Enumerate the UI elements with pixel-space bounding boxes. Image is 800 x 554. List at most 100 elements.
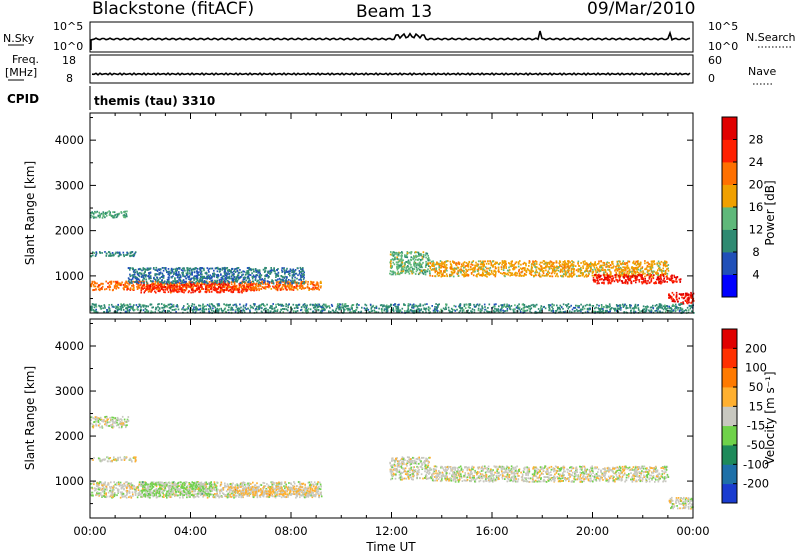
power-echo-9 xyxy=(435,306,438,309)
power-echo-4 xyxy=(166,283,169,286)
power-echo-9 xyxy=(329,306,331,309)
power-echo-5 xyxy=(427,256,430,259)
power-echo-3 xyxy=(223,280,226,282)
power-echo-6 xyxy=(494,265,497,268)
power-echo-7 xyxy=(615,276,617,279)
power-echo-6 xyxy=(568,265,570,267)
power-echo-6 xyxy=(460,268,462,271)
power-echo-2 xyxy=(301,284,304,287)
power-echo-9 xyxy=(280,304,283,307)
power-echo-5 xyxy=(413,264,415,267)
power-echo-4 xyxy=(159,289,161,292)
power-echo-9 xyxy=(630,304,632,307)
power-echo-9 xyxy=(401,307,404,310)
power-echo-9 xyxy=(255,307,258,310)
power-echo-6 xyxy=(455,262,458,264)
power-echo-2 xyxy=(166,286,168,289)
power-echo-3 xyxy=(210,280,213,282)
power-echo-9 xyxy=(115,307,117,310)
power-echo-9 xyxy=(293,307,296,310)
power-echo-3 xyxy=(237,267,240,269)
power-echo-1 xyxy=(118,251,121,254)
power-echo-6 xyxy=(437,263,439,266)
power-echo-6 xyxy=(632,273,635,275)
power-echo-4 xyxy=(158,287,160,289)
power-echo-6 xyxy=(481,274,484,276)
power-echo-3 xyxy=(221,276,224,279)
power-echo-7 xyxy=(670,275,672,278)
power-echo-6 xyxy=(520,274,523,277)
power-echo-6 xyxy=(530,265,533,268)
power-echo-3 xyxy=(138,272,140,275)
power-echo-3 xyxy=(133,281,136,283)
power-echo-9 xyxy=(415,304,418,307)
power-echo-6 xyxy=(551,263,553,266)
nave-tick-top: 60 xyxy=(708,54,722,67)
power-echo-8 xyxy=(687,299,689,301)
power-echo-6 xyxy=(554,270,557,273)
power-echo-3 xyxy=(187,269,190,271)
power-echo-4 xyxy=(155,287,157,289)
power-echo-6 xyxy=(599,265,601,268)
power-echo-5 xyxy=(391,253,394,255)
power-echo-3 xyxy=(130,280,133,283)
power-echo-9 xyxy=(273,310,275,313)
power-echo-3 xyxy=(291,277,294,280)
power-echo-9 xyxy=(680,308,683,311)
power-echo-3 xyxy=(232,270,235,273)
power-echo-3 xyxy=(275,273,278,275)
power-echo-2 xyxy=(209,286,211,288)
power-echo-9 xyxy=(183,305,185,307)
power-echo-6 xyxy=(458,263,461,266)
power-echo-0 xyxy=(98,211,100,214)
power-echo-4 xyxy=(220,283,223,286)
power-echo-4 xyxy=(192,291,194,294)
power-echo-6 xyxy=(568,275,570,278)
power-echo-9 xyxy=(203,305,205,308)
power-echo-9 xyxy=(401,311,403,314)
power-echo-6 xyxy=(467,264,470,267)
power-echo-3 xyxy=(266,280,269,283)
power-echo-5 xyxy=(406,256,409,259)
power-echo-9 xyxy=(396,307,399,310)
power-echo-6 xyxy=(484,266,487,269)
power-echo-9 xyxy=(582,306,584,309)
power-echo-9 xyxy=(418,309,421,312)
power-echo-3 xyxy=(176,269,178,272)
power-echo-3 xyxy=(216,280,218,283)
power-echo-4 xyxy=(212,282,214,285)
power-echo-6 xyxy=(637,266,639,269)
power-echo-9 xyxy=(510,305,513,307)
power-echo-3 xyxy=(234,268,237,270)
power-echo-5 xyxy=(390,273,393,276)
power-echo-9 xyxy=(607,305,609,308)
power-echo-0 xyxy=(124,216,127,219)
power-echo-3 xyxy=(226,272,229,275)
power-echo-9 xyxy=(534,304,536,307)
power-echo-6 xyxy=(664,265,667,268)
power-echo-6 xyxy=(453,271,456,274)
power-echo-6 xyxy=(621,272,624,275)
power-echo-3 xyxy=(163,275,165,277)
power-echo-6 xyxy=(527,268,529,271)
power-echo-9 xyxy=(616,308,619,311)
power-echo-4 xyxy=(147,284,149,287)
power-echo-2 xyxy=(230,281,233,283)
power-echo-3 xyxy=(215,267,217,270)
power-echo-6 xyxy=(477,272,480,275)
power-echo-3 xyxy=(166,278,169,281)
power-echo-8 xyxy=(677,300,679,303)
power-echo-9 xyxy=(320,306,322,308)
power-echo-3 xyxy=(146,282,149,285)
power-echo-7 xyxy=(662,273,664,276)
power-echo-5 xyxy=(410,256,413,259)
power-echo-4 xyxy=(150,291,152,293)
power-echo-6 xyxy=(507,269,509,272)
power-echo-2 xyxy=(256,282,258,285)
power-echo-9 xyxy=(287,304,289,307)
power-echo-3 xyxy=(218,268,220,271)
power-echo-2 xyxy=(276,288,279,291)
power-echo-6 xyxy=(535,263,538,265)
power-echo-6 xyxy=(514,262,517,265)
power-echo-6 xyxy=(510,260,513,263)
